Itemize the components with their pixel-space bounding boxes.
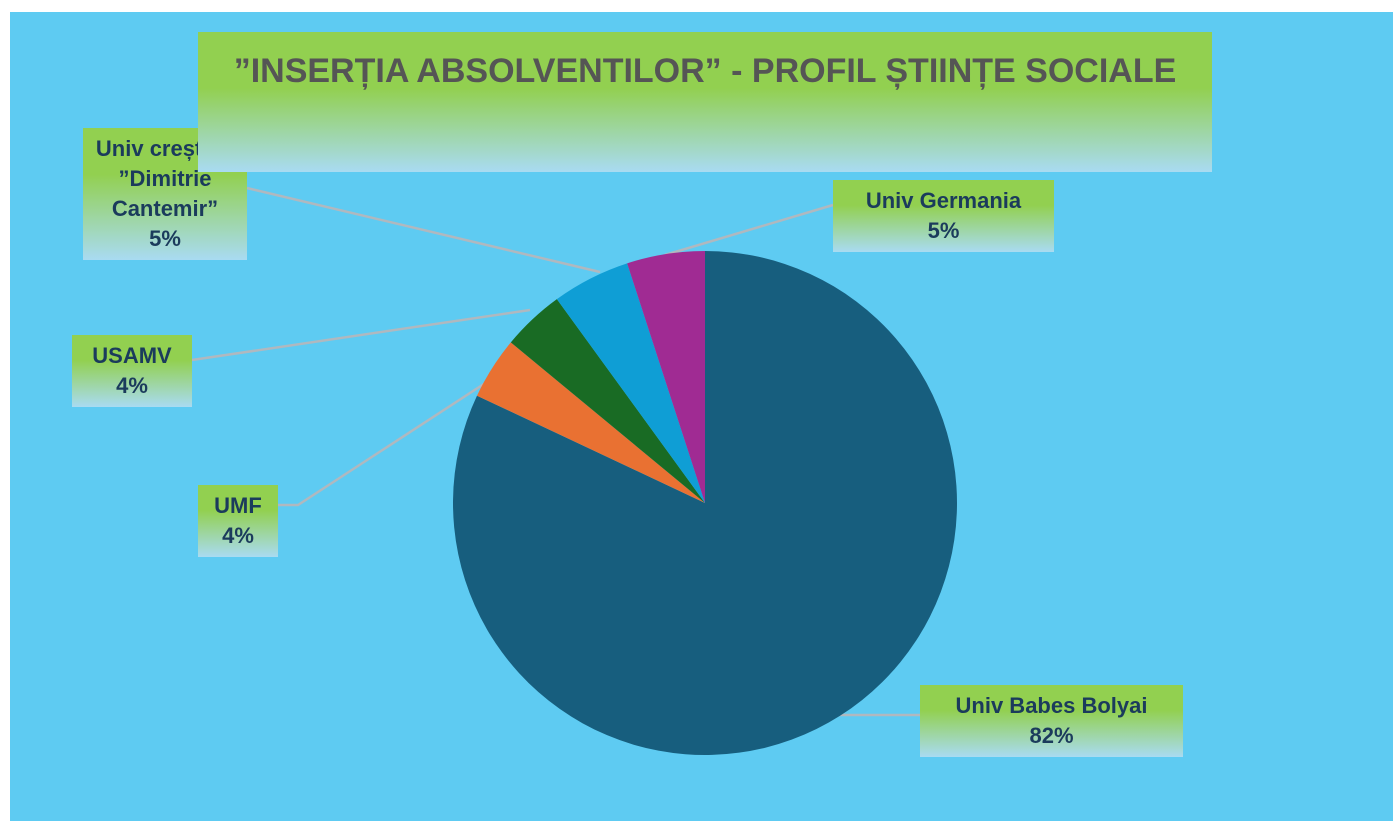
pie-slice [453,251,957,756]
label-value: 5% [927,218,960,243]
pie-slice [556,263,705,503]
data-label: Univ creștină ”Dimitrie Cantemir” 5% [83,128,247,260]
label-value: 4% [222,523,254,548]
data-label: UMF 4% [198,485,278,557]
label-name: Univ creștină ”Dimitrie Cantemir” [95,136,235,221]
pie-slice [476,342,705,503]
leader-line [278,378,491,507]
label-name: Univ Germania [865,188,1022,213]
pie-slice [627,251,705,503]
chart-title: ”INSERȚIA ABSOLVENTILOR” - PROFIL ȘTIINȚ… [198,32,1212,172]
leader-line [246,186,601,274]
leader-line [664,203,834,257]
leader-line [191,308,531,362]
pie-slice [510,299,705,503]
label-name: UMF [214,493,262,518]
label-value: 5% [149,226,181,251]
label-name: USAMV [92,343,172,368]
data-label: Univ Germania 5% [833,180,1054,252]
label-value: 82% [1029,723,1074,748]
data-label: Univ Babes Bolyai 82% [920,685,1183,757]
label-name: Univ Babes Bolyai [955,693,1148,718]
label-value: 4% [116,373,148,398]
data-label: USAMV 4% [72,335,192,407]
